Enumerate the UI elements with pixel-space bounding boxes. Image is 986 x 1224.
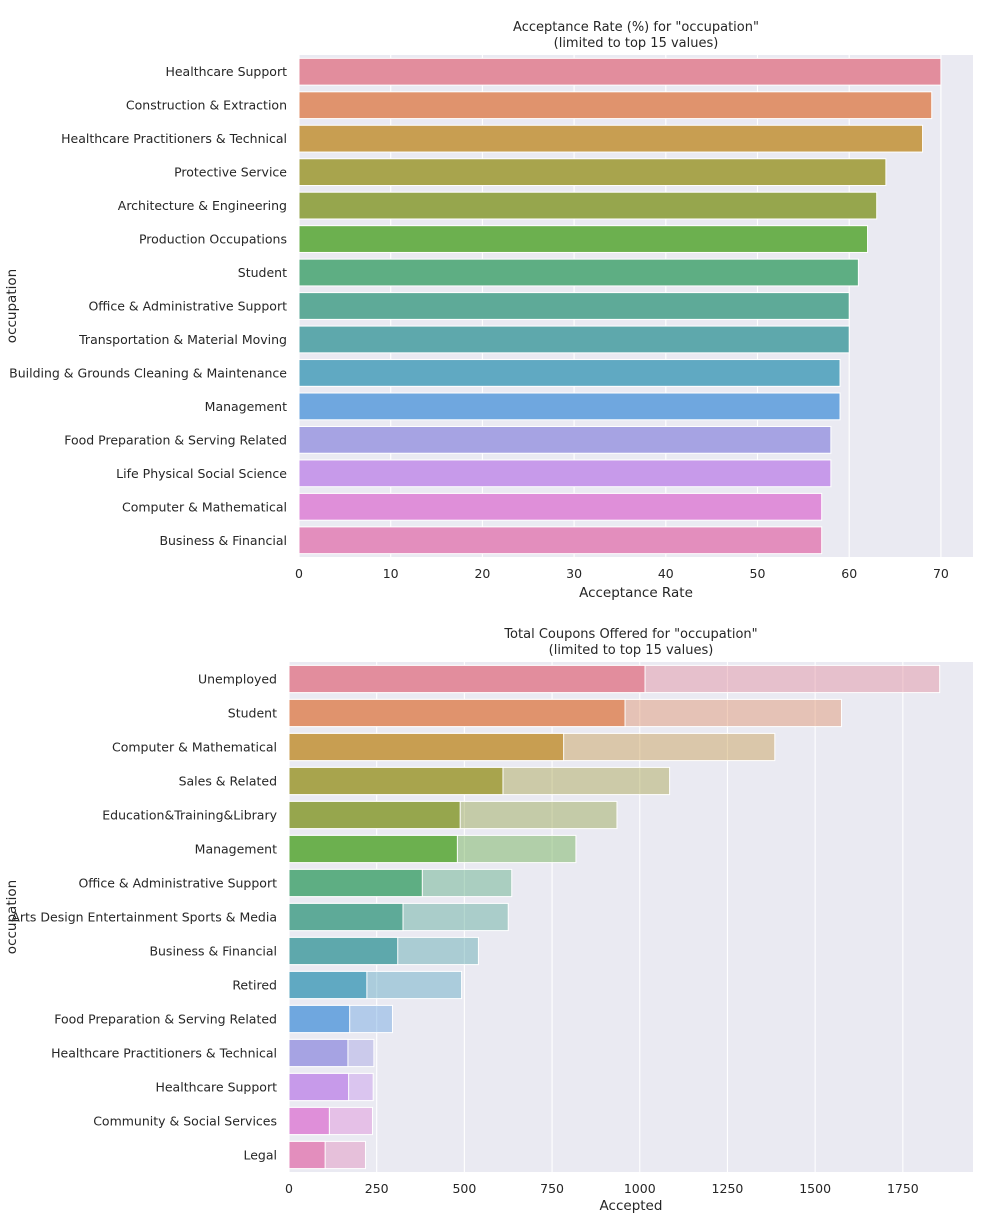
bar-accepted bbox=[288, 698, 626, 728]
bar-accepted bbox=[288, 1106, 330, 1136]
y-tick-label: Construction & Extraction bbox=[126, 98, 287, 113]
bar bbox=[298, 91, 933, 120]
y-tick-label: Architecture & Engineering bbox=[118, 198, 287, 213]
chart-2: Unemployed Student Computer & Mathematical… bbox=[4, 627, 973, 1214]
bar-accepted bbox=[288, 1004, 351, 1034]
bar bbox=[298, 57, 942, 86]
x-tick-label: 0 bbox=[285, 1181, 293, 1196]
chart-title: Total Coupons Offered for "occupation" bbox=[503, 627, 757, 642]
bar-accepted bbox=[288, 800, 461, 830]
bar-accepted bbox=[288, 1038, 349, 1068]
chart-subtitle: (limited to top 15 values) bbox=[554, 36, 719, 51]
bar-accepted bbox=[288, 732, 565, 762]
y-tick-label: Student bbox=[228, 706, 277, 721]
y-tick-label: Building & Grounds Cleaning & Maintenanc… bbox=[9, 365, 287, 380]
bar bbox=[298, 191, 878, 220]
bar bbox=[298, 258, 859, 287]
y-tick-label: Computer & Mathematical bbox=[122, 499, 287, 514]
y-tick-label: Healthcare Support bbox=[165, 64, 287, 79]
chart-1: Healthcare Support Construction & Extract… bbox=[4, 20, 973, 601]
bar bbox=[298, 292, 850, 320]
x-tick-label: 70 bbox=[933, 566, 949, 581]
bar bbox=[298, 492, 823, 521]
y-tick-label: Life Physical Social Science bbox=[116, 466, 287, 481]
bar-accepted bbox=[288, 936, 399, 966]
y-tick-label: Legal bbox=[243, 1148, 277, 1163]
x-tick-label: 1000 bbox=[624, 1181, 656, 1196]
y-tick-label: Community & Social Services bbox=[93, 1114, 277, 1129]
y-tick-label: Computer & Mathematical bbox=[112, 740, 277, 755]
bar bbox=[298, 158, 887, 187]
bar-accepted bbox=[288, 868, 423, 898]
y-tick-label: Office & Administrative Support bbox=[88, 299, 287, 314]
bar bbox=[298, 526, 823, 555]
bar-accepted bbox=[288, 664, 646, 694]
y-tick-label: Food Preparation & Serving Related bbox=[54, 1012, 277, 1027]
y-tick-label: Business & Financial bbox=[149, 944, 277, 959]
y-tick-label: Retired bbox=[232, 978, 277, 993]
x-tick-label: 750 bbox=[540, 1181, 564, 1196]
y-tick-label: Education&Training&Library bbox=[102, 808, 277, 823]
bar-accepted bbox=[288, 766, 504, 796]
bar-accepted bbox=[288, 970, 368, 1000]
bar bbox=[298, 425, 832, 454]
y-tick-label: Healthcare Practitioners & Technical bbox=[61, 131, 287, 146]
x-tick-label: 1250 bbox=[712, 1181, 744, 1196]
x-tick-label: 60 bbox=[841, 566, 857, 581]
x-tick-label: 40 bbox=[658, 566, 674, 581]
x-tick-label: 500 bbox=[452, 1181, 476, 1196]
chart-subtitle: (limited to top 15 values) bbox=[549, 643, 714, 658]
y-tick-label: Arts Design Entertainment Sports & Media bbox=[11, 910, 277, 925]
x-tick-label: 10 bbox=[383, 566, 399, 581]
y-tick-label: Sales & Related bbox=[179, 774, 277, 789]
x-tick-label: 0 bbox=[295, 566, 303, 581]
y-axis-label: occupation bbox=[4, 269, 20, 343]
bar bbox=[298, 325, 850, 354]
y-tick-label: Management bbox=[195, 842, 277, 857]
y-tick-label: Office & Administrative Support bbox=[78, 876, 277, 891]
y-tick-label: Business & Financial bbox=[159, 533, 287, 548]
bar bbox=[298, 225, 869, 253]
x-tick-label: 1750 bbox=[887, 1181, 919, 1196]
x-tick-label: 30 bbox=[566, 566, 582, 581]
bar bbox=[298, 459, 832, 488]
y-tick-label: Production Occupations bbox=[139, 232, 287, 247]
y-axis-label: occupation bbox=[4, 880, 20, 954]
bar bbox=[298, 124, 924, 153]
x-tick-label: 20 bbox=[474, 566, 490, 581]
y-tick-label: Transportation & Material Moving bbox=[78, 332, 287, 347]
x-tick-label: 250 bbox=[365, 1181, 389, 1196]
x-tick-label: 1500 bbox=[799, 1181, 831, 1196]
bar-accepted bbox=[288, 1140, 326, 1170]
y-tick-label: Student bbox=[238, 265, 287, 280]
y-tick-label: Unemployed bbox=[198, 672, 277, 687]
y-tick-label: Healthcare Practitioners & Technical bbox=[51, 1046, 277, 1061]
bar-accepted bbox=[288, 902, 404, 932]
y-tick-label: Food Preparation & Serving Related bbox=[64, 432, 287, 447]
y-tick-label: Protective Service bbox=[174, 165, 287, 180]
y-tick-label: Management bbox=[205, 399, 287, 414]
x-axis-label: Acceptance Rate bbox=[579, 585, 693, 601]
x-axis-label: Accepted bbox=[600, 1198, 663, 1214]
chart-title: Acceptance Rate (%) for "occupation" bbox=[513, 20, 759, 35]
bar bbox=[298, 359, 841, 387]
y-tick-label: Healthcare Support bbox=[155, 1080, 277, 1095]
bar bbox=[298, 392, 841, 421]
bar-accepted bbox=[288, 834, 458, 864]
bar-accepted bbox=[288, 1072, 350, 1102]
x-tick-label: 50 bbox=[750, 566, 766, 581]
